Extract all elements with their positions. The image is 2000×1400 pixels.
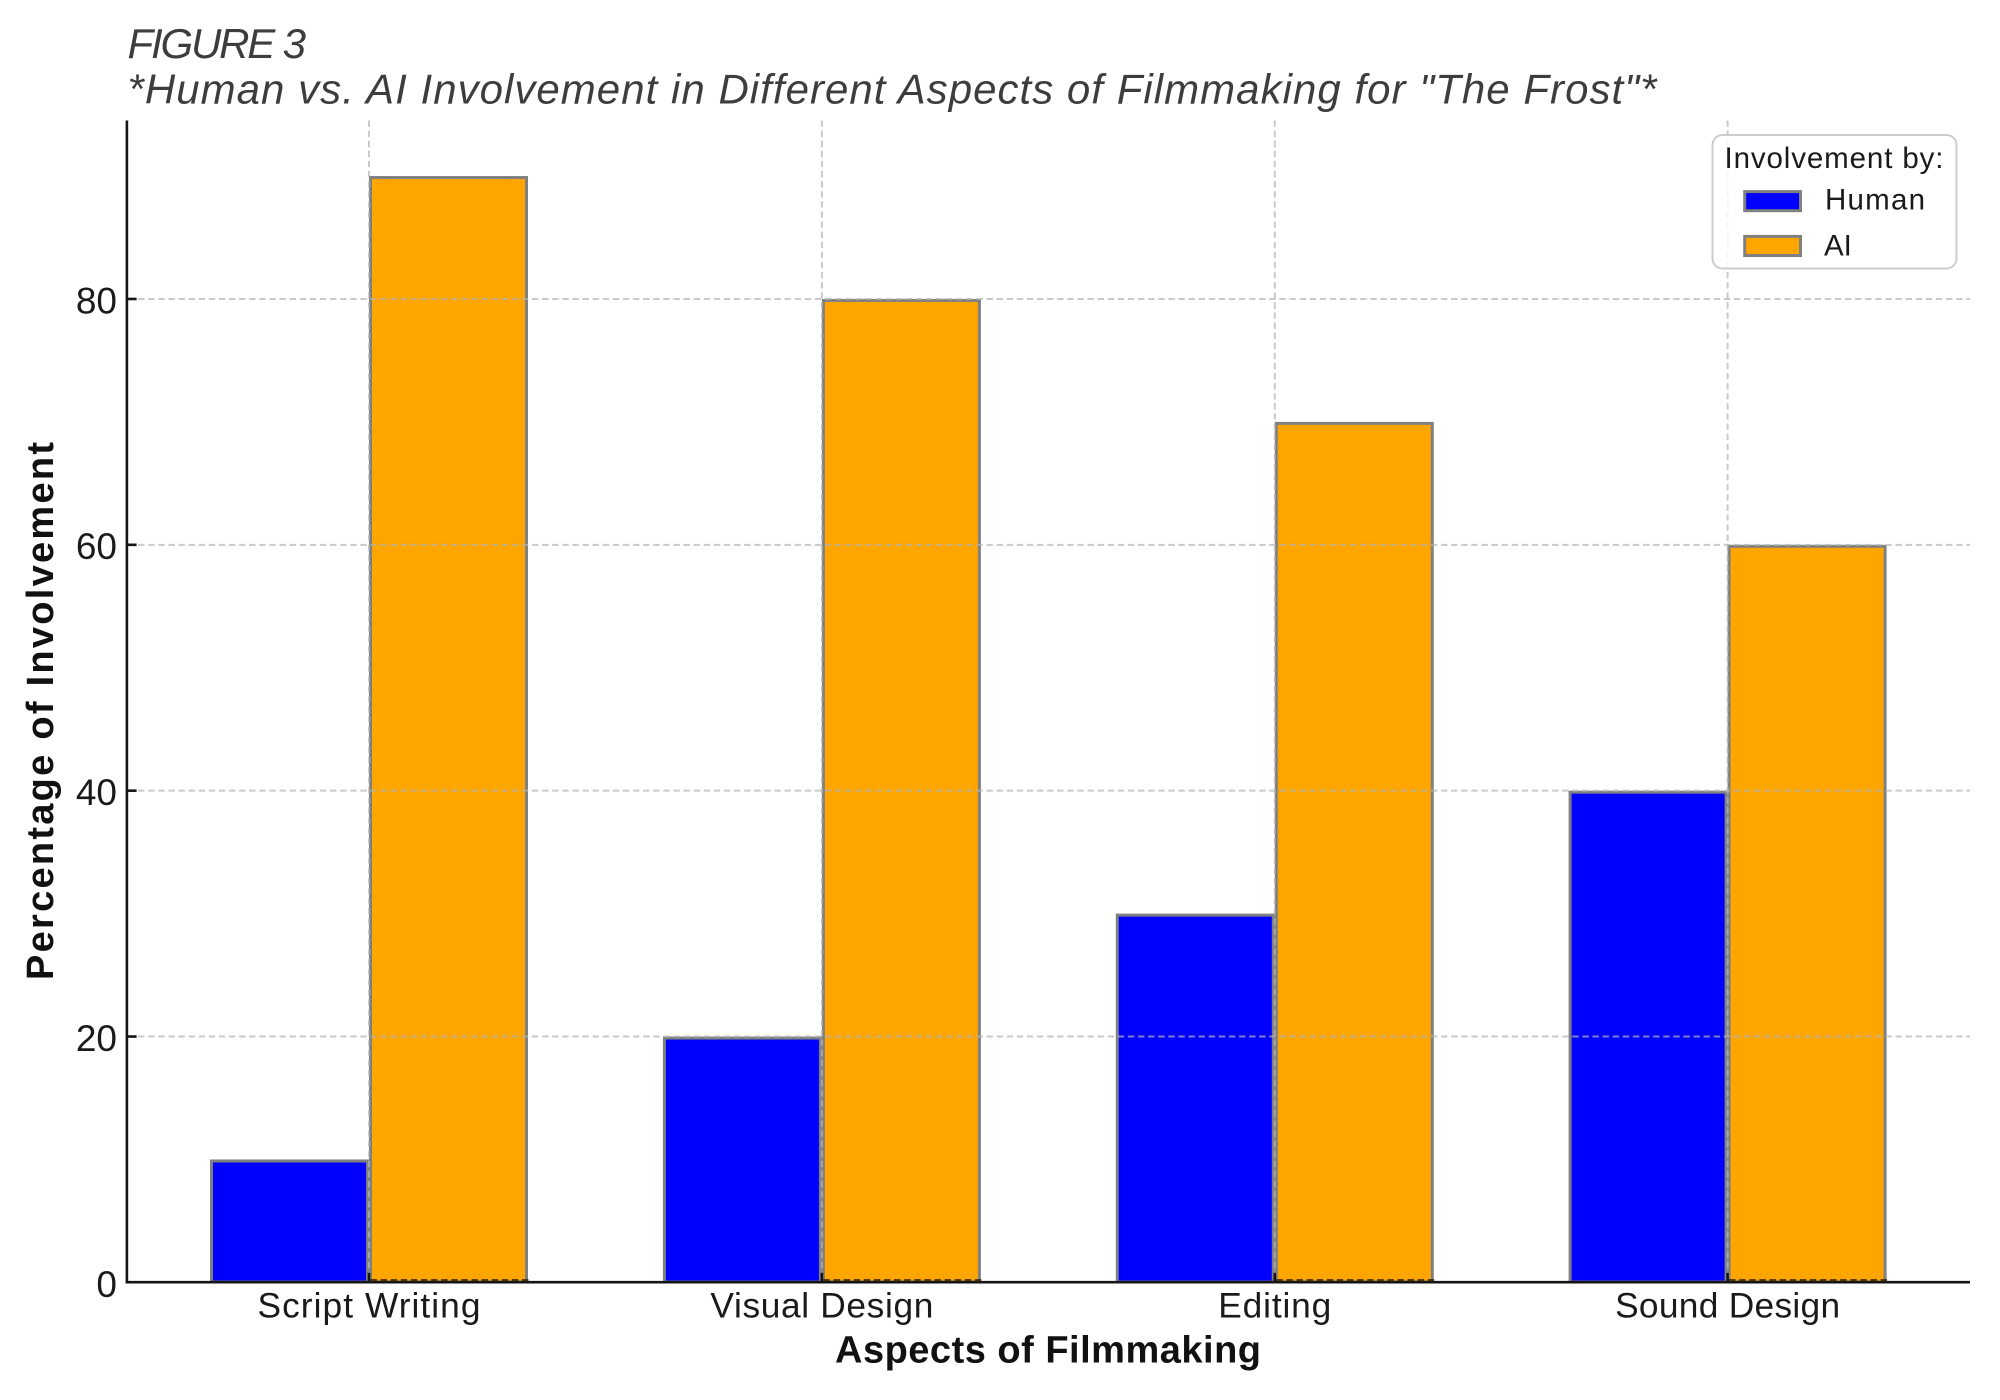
svg-text:0: 0 (96, 1264, 117, 1305)
svg-text:Human: Human (1825, 184, 1925, 217)
svg-text:Percentage of Involvement: Percentage of Involvement (20, 442, 62, 980)
svg-text:Script Writing: Script Writing (258, 1287, 481, 1326)
svg-text:Involvement by:: Involvement by: (1725, 142, 1944, 175)
svg-text:80: 80 (76, 280, 117, 321)
svg-text:60: 60 (76, 526, 117, 567)
svg-text:FIGURE 3: FIGURE 3 (128, 20, 307, 67)
svg-text:20: 20 (76, 1018, 117, 1059)
svg-text:Aspects of Filmmaking: Aspects of Filmmaking (835, 1330, 1261, 1372)
svg-text:Sound Design: Sound Design (1615, 1287, 1840, 1326)
svg-text:*Human vs. AI Involvement in D: *Human vs. AI Involvement in Different A… (128, 66, 1659, 113)
svg-text:AI: AI (1824, 230, 1852, 263)
svg-text:40: 40 (76, 772, 117, 813)
svg-text:Editing: Editing (1218, 1287, 1331, 1326)
svg-text:Visual Design: Visual Design (710, 1287, 933, 1326)
